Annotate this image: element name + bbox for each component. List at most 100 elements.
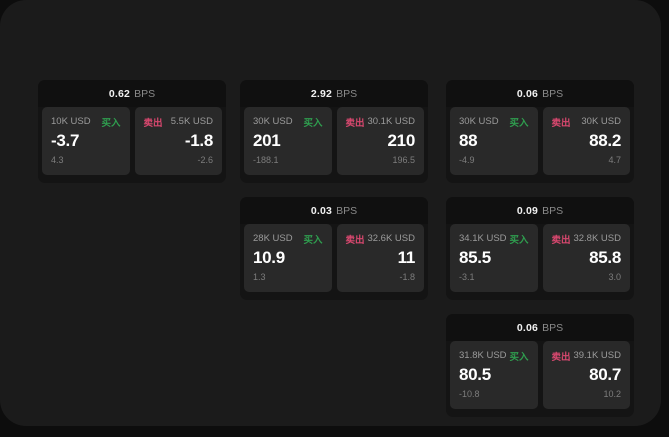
card-header: 0.03 BPS xyxy=(240,197,428,224)
sell-side[interactable]: 卖出 5.5K USD -1.8 -2.6 xyxy=(134,107,222,175)
bps-value: 2.92 xyxy=(310,87,333,100)
buy-price: 201 xyxy=(253,131,281,150)
card-header: 0.09 BPS xyxy=(446,197,634,224)
bps-unit: BPS xyxy=(542,87,564,100)
buy-size-label: 30K USD xyxy=(459,116,499,127)
buy-action-label: 买入 xyxy=(509,234,529,246)
quote-card[interactable]: 2.92 BPS 30K USD 买入 201 -188.1 xyxy=(240,80,428,183)
buy-price: -3.7 xyxy=(51,131,80,150)
buy-delta: -3.1 xyxy=(459,272,475,282)
sell-action-label: 卖出 xyxy=(345,234,365,246)
sell-price: 85.8 xyxy=(589,248,621,267)
sell-delta: 10.2 xyxy=(603,389,621,399)
bps-value: 0.06 xyxy=(516,321,539,334)
card-body: 31.8K USD 买入 80.5 -10.8 卖出 39.1K USD 80 xyxy=(446,341,634,413)
buy-action-label: 买入 xyxy=(509,351,529,363)
buy-price: 88 xyxy=(459,131,478,150)
buy-action-label: 买入 xyxy=(303,117,323,129)
sell-side-header: 卖出 5.5K USD xyxy=(143,115,214,129)
card-header: 2.92 BPS xyxy=(240,80,428,107)
bps-unit: BPS xyxy=(542,204,564,217)
quote-card[interactable]: 0.06 BPS 30K USD 买入 88 -4.9 xyxy=(446,80,634,183)
buy-side[interactable]: 30K USD 买入 88 -4.9 xyxy=(450,107,538,175)
bps-unit: BPS xyxy=(134,87,156,100)
card-header: 0.06 BPS xyxy=(446,314,634,341)
buy-price: 10.9 xyxy=(253,248,285,267)
bps-value: 0.03 xyxy=(310,204,333,217)
sell-side[interactable]: 卖出 30.1K USD 210 196.5 xyxy=(336,107,424,175)
buy-price: 85.5 xyxy=(459,248,491,267)
quotes-panel: 0.62 BPS 10K USD 买入 -3.7 4.3 xyxy=(0,0,661,426)
buy-size-label: 34.1K USD xyxy=(459,233,507,244)
buy-side-header: 34.1K USD 买入 xyxy=(459,232,529,246)
buy-action-label: 买入 xyxy=(303,234,323,246)
sell-price: 80.7 xyxy=(589,365,621,384)
sell-delta: 3.0 xyxy=(608,272,621,282)
sell-price: 11 xyxy=(397,248,416,267)
sell-side[interactable]: 卖出 39.1K USD 80.7 10.2 xyxy=(542,341,630,409)
buy-side[interactable]: 30K USD 买入 201 -188.1 xyxy=(244,107,332,175)
buy-size-label: 10K USD xyxy=(51,116,91,127)
sell-price: 88.2 xyxy=(589,131,621,150)
sell-side[interactable]: 卖出 30K USD 88.2 4.7 xyxy=(542,107,630,175)
bps-value: 0.06 xyxy=(516,87,539,100)
buy-side-header: 30K USD 买入 xyxy=(253,115,323,129)
sell-size-label: 39.1K USD xyxy=(573,350,621,361)
card-header: 0.06 BPS xyxy=(446,80,634,107)
sell-action-label: 卖出 xyxy=(551,234,571,246)
buy-delta: -188.1 xyxy=(253,155,279,165)
sell-size-label: 32.6K USD xyxy=(367,233,415,244)
sell-size-label: 5.5K USD xyxy=(170,116,213,127)
card-body: 28K USD 买入 10.9 1.3 卖出 32.6K USD 11 xyxy=(240,224,428,296)
buy-side-header: 28K USD 买入 xyxy=(253,232,323,246)
sell-price: -1.8 xyxy=(184,131,213,150)
buy-side-header: 10K USD 买入 xyxy=(51,115,121,129)
sell-action-label: 卖出 xyxy=(345,117,365,129)
buy-size-label: 31.8K USD xyxy=(459,350,507,361)
sell-size-label: 30.1K USD xyxy=(367,116,415,127)
buy-side[interactable]: 31.8K USD 买入 80.5 -10.8 xyxy=(450,341,538,409)
sell-delta: -1.8 xyxy=(399,272,415,282)
bps-value: 0.09 xyxy=(516,204,539,217)
sell-side-header: 卖出 30K USD xyxy=(551,115,622,129)
quote-column-2: 2.92 BPS 30K USD 买入 201 -188.1 xyxy=(240,80,428,314)
bps-value: 0.62 xyxy=(108,87,131,100)
quote-card[interactable]: 0.09 BPS 34.1K USD 买入 85.5 -3.1 xyxy=(446,197,634,300)
card-header: 0.62 BPS xyxy=(38,80,226,107)
quote-card-board: 0.62 BPS 10K USD 买入 -3.7 4.3 xyxy=(38,80,638,417)
bps-unit: BPS xyxy=(542,321,564,334)
card-body: 30K USD 买入 201 -188.1 卖出 30.1K USD 210 xyxy=(240,107,428,179)
sell-side[interactable]: 卖出 32.6K USD 11 -1.8 xyxy=(336,224,424,292)
quote-card[interactable]: 0.62 BPS 10K USD 买入 -3.7 4.3 xyxy=(38,80,226,183)
sell-size-label: 30K USD xyxy=(581,116,621,127)
buy-delta: 1.3 xyxy=(253,272,266,282)
bps-unit: BPS xyxy=(336,204,358,217)
sell-side-header: 卖出 32.6K USD xyxy=(345,232,416,246)
sell-price: 210 xyxy=(387,131,416,150)
buy-price: 80.5 xyxy=(459,365,491,384)
sell-delta: 196.5 xyxy=(392,155,415,165)
buy-side-header: 30K USD 买入 xyxy=(459,115,529,129)
buy-side-header: 31.8K USD 买入 xyxy=(459,349,529,363)
buy-action-label: 买入 xyxy=(101,117,121,129)
quote-column-3: 0.06 BPS 30K USD 买入 88 -4.9 xyxy=(446,80,634,431)
buy-delta: -4.9 xyxy=(459,155,475,165)
bps-unit: BPS xyxy=(336,87,358,100)
sell-action-label: 卖出 xyxy=(551,351,571,363)
sell-size-label: 32.8K USD xyxy=(573,233,621,244)
buy-size-label: 30K USD xyxy=(253,116,293,127)
sell-action-label: 卖出 xyxy=(143,117,163,129)
quote-card[interactable]: 0.03 BPS 28K USD 买入 10.9 1.3 xyxy=(240,197,428,300)
buy-action-label: 买入 xyxy=(509,117,529,129)
sell-side[interactable]: 卖出 32.8K USD 85.8 3.0 xyxy=(542,224,630,292)
buy-side[interactable]: 10K USD 买入 -3.7 4.3 xyxy=(42,107,130,175)
buy-size-label: 28K USD xyxy=(253,233,293,244)
sell-side-header: 卖出 32.8K USD xyxy=(551,232,622,246)
quote-card[interactable]: 0.06 BPS 31.8K USD 买入 80.5 -10.8 xyxy=(446,314,634,417)
buy-side[interactable]: 28K USD 买入 10.9 1.3 xyxy=(244,224,332,292)
buy-delta: 4.3 xyxy=(51,155,64,165)
card-body: 10K USD 买入 -3.7 4.3 卖出 5.5K USD -1.8 xyxy=(38,107,226,179)
sell-action-label: 卖出 xyxy=(551,117,571,129)
sell-delta: 4.7 xyxy=(608,155,621,165)
buy-side[interactable]: 34.1K USD 买入 85.5 -3.1 xyxy=(450,224,538,292)
